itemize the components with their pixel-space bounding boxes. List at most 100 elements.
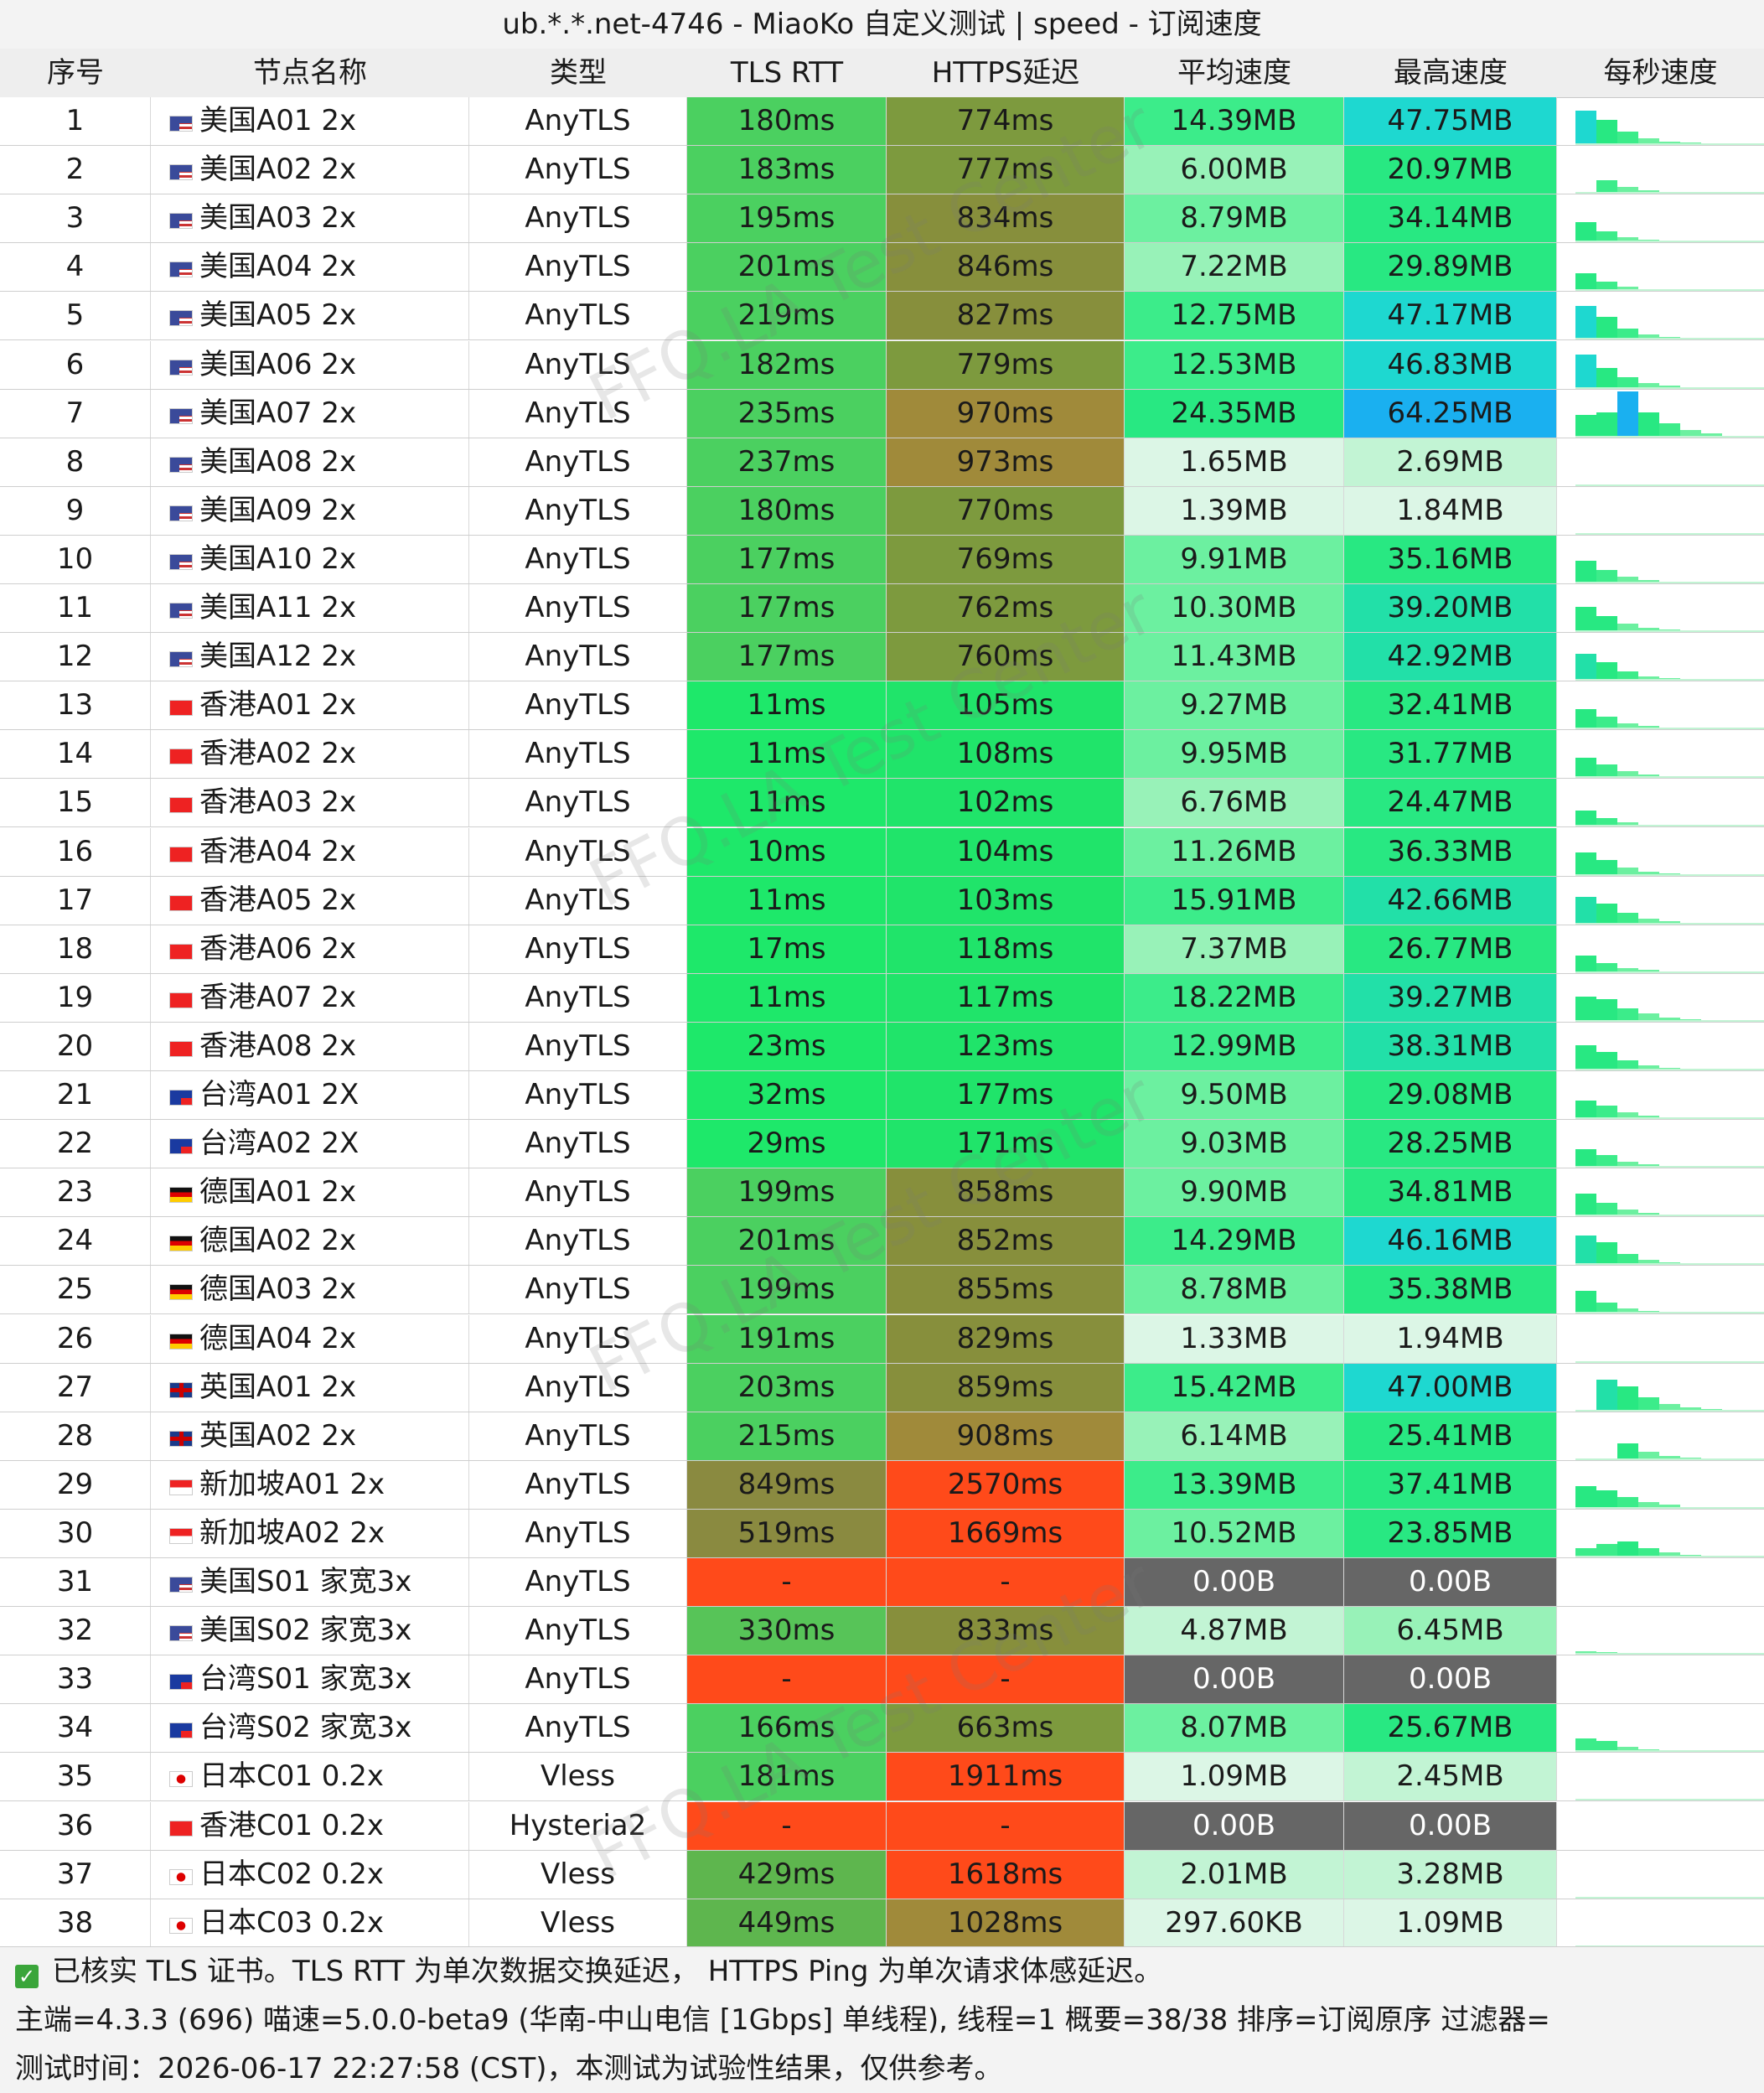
sparkline-bar — [1680, 430, 1701, 438]
row-type: AnyTLS — [469, 389, 687, 438]
row-avg-speed: 0.00B — [1125, 1801, 1344, 1850]
table-row[interactable]: 30 新加坡A02 2x AnyTLS 519ms 1669ms 10.52MB 23.85… — [0, 1509, 1764, 1558]
table-row[interactable]: 1 美国A01 2x AnyTLS 180ms 774ms 14.39MB 47.75MB — [0, 97, 1764, 146]
row-max-speed: 37.41MB — [1344, 1460, 1557, 1509]
node-name-text: 香港C01 0.2x — [199, 1808, 385, 1842]
flag-hk-icon — [169, 1040, 193, 1057]
row-type: AnyTLS — [469, 827, 687, 876]
sparkline-baseline — [1575, 679, 1764, 681]
node-name-text: 德国A03 2x — [199, 1272, 357, 1307]
row-speed-sparkline — [1557, 1071, 1764, 1119]
node-name-text: 台湾A02 2X — [199, 1127, 360, 1161]
row-index: 10 — [0, 535, 151, 583]
row-https-latency: 108ms — [887, 730, 1125, 779]
sparkline-bar — [1575, 811, 1596, 827]
flag-us-icon — [169, 262, 193, 278]
table-row[interactable]: 4 美国A04 2x AnyTLS 201ms 846ms 7.22MB 29.89MB — [0, 243, 1764, 293]
row-tls-rtt: 203ms — [687, 1363, 887, 1412]
table-row[interactable]: 29 新加坡A01 2x AnyTLS 849ms 2570ms 13.39MB 37.41… — [0, 1460, 1764, 1510]
sparkline-baseline — [1575, 922, 1764, 925]
sparkline-bar — [1638, 774, 1659, 779]
row-speed-sparkline — [1557, 438, 1764, 486]
row-speed-sparkline — [1557, 146, 1764, 194]
row-index: 2 — [0, 146, 151, 194]
row-avg-speed: 9.03MB — [1125, 1120, 1344, 1168]
sparkline-bar — [1596, 368, 1617, 389]
table-row[interactable]: 15 香港A03 2x AnyTLS 11ms 102ms 6.76MB 24.47MB — [0, 779, 1764, 828]
table-row[interactable]: 34 台湾S02 家宽3x AnyTLS 166ms 663ms 8.07MB 25.67M… — [0, 1704, 1764, 1754]
table-row[interactable]: 37 日本C02 0.2x Vless 429ms 1618ms 2.01MB 3.28MB — [0, 1850, 1764, 1899]
row-node-name: 台湾A02 2X — [151, 1120, 469, 1168]
table-row[interactable]: 7 美国A07 2x AnyTLS 235ms 970ms 24.35MB 64.25MB — [0, 389, 1764, 438]
row-node-name: 美国A05 2x — [151, 292, 469, 340]
row-node-name: 台湾S01 家宽3x — [151, 1655, 469, 1704]
table-row[interactable]: 24 德国A02 2x AnyTLS 201ms 852ms 14.29MB 46.16MB — [0, 1217, 1764, 1267]
header-https-latency[interactable]: HTTPS延迟 — [931, 56, 1080, 90]
table-row[interactable]: 28 英国A02 2x AnyTLS 215ms 908ms 6.14MB 25.41MB — [0, 1412, 1764, 1461]
flag-us-icon — [169, 553, 193, 570]
table-row[interactable]: 20 香港A08 2x AnyTLS 23ms 123ms 12.99MB 38.31MB — [0, 1022, 1764, 1071]
table-row[interactable]: 3 美国A03 2x AnyTLS 195ms 834ms 8.79MB 34.14MB — [0, 194, 1764, 244]
table-row[interactable]: 26 德国A04 2x AnyTLS 191ms 829ms 1.33MB 1.94MB — [0, 1314, 1764, 1364]
header-node-name[interactable]: 节点名称 — [253, 56, 367, 90]
row-type: AnyTLS — [469, 486, 687, 535]
table-row[interactable]: 33 台湾S01 家宽3x AnyTLS - -0.00B 0.00B — [0, 1655, 1764, 1705]
row-https-latency: 859ms — [887, 1363, 1125, 1412]
flag-hk-icon — [169, 700, 193, 717]
table-row[interactable]: 23 德国A01 2x AnyTLS 199ms 858ms 9.90MB 34.81MB — [0, 1168, 1764, 1218]
row-max-speed: 3.28MB — [1344, 1850, 1557, 1899]
row-speed-sparkline — [1557, 584, 1764, 632]
table-row[interactable]: 11 美国A11 2x AnyTLS 177ms 762ms 10.30MB 39.20MB — [0, 584, 1764, 633]
sparkline-bar — [1638, 1397, 1659, 1412]
sparkline-bar — [1575, 997, 1596, 1022]
table-row[interactable]: 13 香港A01 2x AnyTLS 11ms 105ms 9.27MB 32.41MB — [0, 681, 1764, 731]
table-row[interactable]: 9 美国A09 2x AnyTLS 180ms 770ms 1.39MB 1.84MB — [0, 486, 1764, 536]
row-index: 36 — [0, 1801, 151, 1850]
table-row[interactable]: 2 美国A02 2x AnyTLS 183ms 777ms 6.00MB 20.97MB — [0, 146, 1764, 195]
row-max-speed: 29.89MB — [1344, 243, 1557, 292]
flag-de-icon — [169, 1187, 193, 1204]
row-https-latency: 104ms — [887, 827, 1125, 876]
sparkline-bar — [1638, 1013, 1659, 1022]
table-row[interactable]: 31 美国S01 家宽3x AnyTLS - -0.00B 0.00B — [0, 1558, 1764, 1607]
table-row[interactable]: 35 日本C01 0.2x Vless 181ms 1911ms 1.09MB 2.45MB — [0, 1753, 1764, 1802]
sparkline-bar — [1575, 305, 1596, 340]
table-row[interactable]: 36 香港C01 0.2x Hysteria2- -0.00B 0.00B — [0, 1801, 1764, 1851]
row-https-latency: 827ms — [887, 292, 1125, 340]
header-type[interactable]: 类型 — [550, 56, 607, 90]
row-speed-sparkline — [1557, 1607, 1764, 1655]
table-row[interactable]: 19 香港A07 2x AnyTLS 11ms 117ms 18.22MB 39.27MB — [0, 973, 1764, 1023]
row-avg-speed: 1.65MB — [1125, 438, 1344, 486]
row-speed-sparkline — [1557, 877, 1764, 925]
sparkline-baseline — [1575, 289, 1764, 292]
table-row[interactable]: 8 美国A08 2x AnyTLS 237ms 973ms 1.65MB 2.69MB — [0, 438, 1764, 487]
header-avg-speed[interactable]: 平均速度 — [1177, 56, 1291, 90]
table-row[interactable]: 6 美国A06 2x AnyTLS 182ms 779ms 12.53MB 46.83MB — [0, 340, 1764, 390]
table-row[interactable]: 32 美国S02 家宽3x AnyTLS 330ms 833ms 4.87MB 6.45MB — [0, 1607, 1764, 1656]
node-name-text: 美国A11 2x — [199, 591, 357, 624]
header-max-speed[interactable]: 最高速度 — [1394, 56, 1508, 90]
table-row[interactable]: 25 德国A03 2x AnyTLS 199ms 855ms 8.78MB 35.38MB — [0, 1266, 1764, 1315]
table-row[interactable]: 21 台湾A01 2X AnyTLS 32ms 177ms 9.50MB 29.08MB — [0, 1071, 1764, 1120]
table-row[interactable]: 27 英国A01 2x AnyTLS 203ms 859ms 15.42MB 47.00MB — [0, 1363, 1764, 1412]
table-row[interactable]: 14 香港A02 2x AnyTLS 11ms 108ms 9.95MB 31.77MB — [0, 730, 1764, 780]
row-avg-speed: 8.79MB — [1125, 194, 1344, 243]
flag-hk-icon — [169, 894, 193, 911]
row-type: AnyTLS — [469, 1022, 687, 1070]
header-tls-rtt[interactable]: TLS RTT — [730, 56, 844, 90]
table-row[interactable]: 18 香港A06 2x AnyTLS 17ms 118ms 7.37MB 26.77MB — [0, 925, 1764, 974]
table-row[interactable]: 38 日本C03 0.2x Vless 449ms 1028ms 297.60KB 1.09… — [0, 1899, 1764, 1948]
table-row[interactable]: 5 美国A05 2x AnyTLS 219ms 827ms 12.75MB 47.17MB — [0, 292, 1764, 341]
header-per-second-speed[interactable]: 每秒速度 — [1603, 56, 1718, 90]
table-row[interactable]: 22 台湾A02 2X AnyTLS 29ms 171ms 9.03MB 28.25MB — [0, 1120, 1764, 1169]
header-index[interactable]: 序号 — [47, 56, 104, 90]
row-speed-sparkline — [1557, 828, 1764, 876]
row-https-latency: 829ms — [887, 1314, 1125, 1363]
row-speed-sparkline — [1557, 779, 1764, 827]
row-avg-speed: 12.75MB — [1125, 292, 1344, 340]
table-row[interactable]: 10 美国A10 2x AnyTLS 177ms 769ms 9.91MB 35.16MB — [0, 535, 1764, 584]
row-max-speed: 26.77MB — [1344, 925, 1557, 973]
table-row[interactable]: 16 香港A04 2x AnyTLS 10ms 104ms 11.26MB 36.33MB — [0, 827, 1764, 877]
table-row[interactable]: 12 美国A12 2x AnyTLS 177ms 760ms 11.43MB 42.92MB — [0, 633, 1764, 682]
table-row[interactable]: 17 香港A05 2x AnyTLS 11ms 103ms 15.91MB 42.66MB — [0, 876, 1764, 925]
